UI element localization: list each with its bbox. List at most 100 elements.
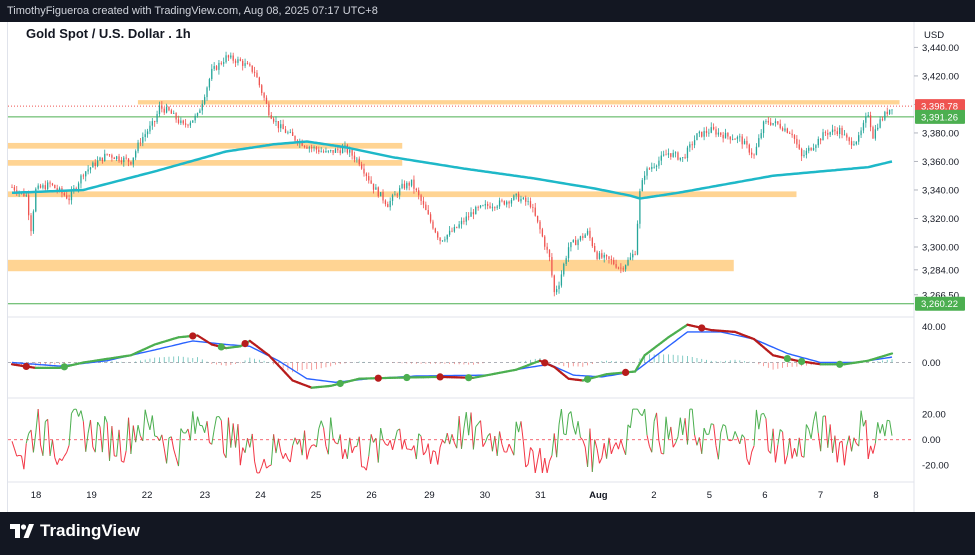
candle-body bbox=[47, 182, 49, 190]
candle-body bbox=[406, 182, 408, 189]
candle-body bbox=[408, 182, 410, 186]
candle-body bbox=[439, 237, 441, 242]
oscillator-segment bbox=[158, 434, 163, 441]
candle-body bbox=[701, 131, 703, 137]
chart-canvas[interactable]: Gold Spot / U.S. Dollar . 1h USD 3,440.0… bbox=[0, 22, 975, 512]
candle-body bbox=[522, 197, 525, 199]
candle-body bbox=[865, 116, 867, 123]
candle-body bbox=[520, 198, 522, 202]
oscillator-segment bbox=[89, 419, 94, 448]
oscillator-segment bbox=[755, 409, 760, 430]
oscillator-segment bbox=[434, 451, 439, 465]
macd-pane bbox=[8, 323, 914, 389]
candle-body bbox=[579, 236, 582, 241]
oscillator-segment bbox=[311, 444, 315, 447]
candle-body bbox=[781, 128, 784, 131]
oscillator-segment bbox=[85, 433, 89, 452]
candle-body bbox=[334, 149, 337, 153]
candle-body bbox=[765, 121, 767, 122]
candle-body bbox=[710, 127, 712, 133]
candle-body bbox=[308, 147, 310, 149]
candle-body bbox=[677, 152, 679, 160]
time-label-6: 26 bbox=[366, 490, 377, 501]
moving-average-line bbox=[11, 140, 893, 200]
oscillator-segment bbox=[715, 445, 719, 460]
candle-body bbox=[655, 165, 658, 167]
macd-cross-dot bbox=[583, 375, 592, 383]
candle-body bbox=[23, 191, 25, 197]
oscillator-segment bbox=[867, 445, 872, 460]
oscillator-segment bbox=[610, 446, 615, 455]
oscillator-segment bbox=[884, 420, 888, 437]
candle-body bbox=[819, 138, 822, 141]
candle-body bbox=[277, 121, 280, 129]
candle-body bbox=[529, 201, 532, 208]
oscillator-segment bbox=[675, 436, 679, 444]
oscillator-segment bbox=[411, 445, 415, 451]
oscillator-segment bbox=[177, 428, 182, 467]
time-axis[interactable]: 18 19 22 23 24 25 26 29 30 31 Aug 2 5 6 7 8 bbox=[31, 490, 879, 501]
oscillator-segment bbox=[501, 444, 505, 453]
oscillator-segment bbox=[128, 417, 132, 454]
price-axis[interactable]: 3,440.003,420.003,400.003,380.003,360.00… bbox=[914, 43, 959, 301]
candle-body bbox=[163, 108, 165, 113]
candle-body bbox=[831, 129, 834, 133]
oscillator-segment bbox=[779, 429, 783, 433]
candle-body bbox=[49, 182, 51, 184]
candle-body bbox=[855, 141, 857, 145]
oscillator-segment bbox=[691, 409, 696, 436]
oscillator-segment bbox=[763, 413, 767, 419]
candle-body bbox=[698, 131, 701, 134]
oscillator-segment bbox=[35, 409, 39, 433]
candle-body bbox=[620, 267, 622, 269]
oscillator-segment bbox=[672, 442, 677, 448]
candle-body bbox=[320, 151, 322, 153]
oscillator-segment bbox=[532, 450, 536, 473]
candle-body bbox=[182, 120, 184, 124]
candle-body bbox=[384, 200, 387, 205]
candle-body bbox=[227, 55, 230, 58]
candle-body bbox=[808, 147, 810, 151]
oscillator-segment bbox=[320, 420, 325, 428]
candle-body bbox=[256, 72, 258, 78]
oscillator-segment bbox=[872, 443, 876, 454]
time-label-2: 22 bbox=[142, 490, 153, 501]
candle-body bbox=[96, 160, 99, 167]
candle-body bbox=[211, 68, 213, 80]
oscillator-segment bbox=[601, 443, 605, 458]
oscillator-segment bbox=[144, 409, 149, 421]
macd-cross-dot bbox=[241, 340, 249, 348]
candle-body bbox=[674, 152, 677, 154]
oscillator-segment bbox=[489, 433, 493, 452]
candle-body bbox=[230, 55, 232, 58]
candle-body bbox=[682, 157, 684, 159]
candle-body bbox=[444, 239, 446, 241]
oscillator-segment bbox=[525, 463, 529, 468]
candle-body bbox=[146, 131, 149, 135]
candle-body bbox=[594, 246, 596, 252]
candle-body bbox=[879, 119, 881, 128]
tradingview-logo[interactable]: TradingView bbox=[10, 521, 140, 541]
oscillator-segment bbox=[292, 437, 296, 446]
oscillator-segment bbox=[204, 421, 208, 433]
oscillator-segment bbox=[304, 430, 308, 460]
oscillator-segment bbox=[744, 437, 748, 459]
macd-cross-dot bbox=[465, 374, 473, 382]
oscillator-segment bbox=[575, 421, 579, 435]
candle-body bbox=[161, 105, 163, 109]
candle-body bbox=[613, 259, 615, 265]
candle-body bbox=[156, 114, 158, 122]
candle-body bbox=[346, 145, 349, 153]
oscillator-segment bbox=[237, 424, 241, 466]
oscillator-segment bbox=[491, 436, 496, 452]
candle-body bbox=[327, 150, 329, 152]
oscillator-segment bbox=[59, 458, 63, 462]
candle-body bbox=[318, 149, 320, 152]
candle-body bbox=[693, 140, 696, 146]
oscillator-segment bbox=[808, 429, 812, 439]
candle-body bbox=[192, 120, 194, 123]
oscillator-segment bbox=[665, 416, 669, 440]
oscillator-segment bbox=[482, 442, 486, 447]
oscillator-segment bbox=[620, 439, 624, 449]
candle-body bbox=[753, 154, 755, 156]
